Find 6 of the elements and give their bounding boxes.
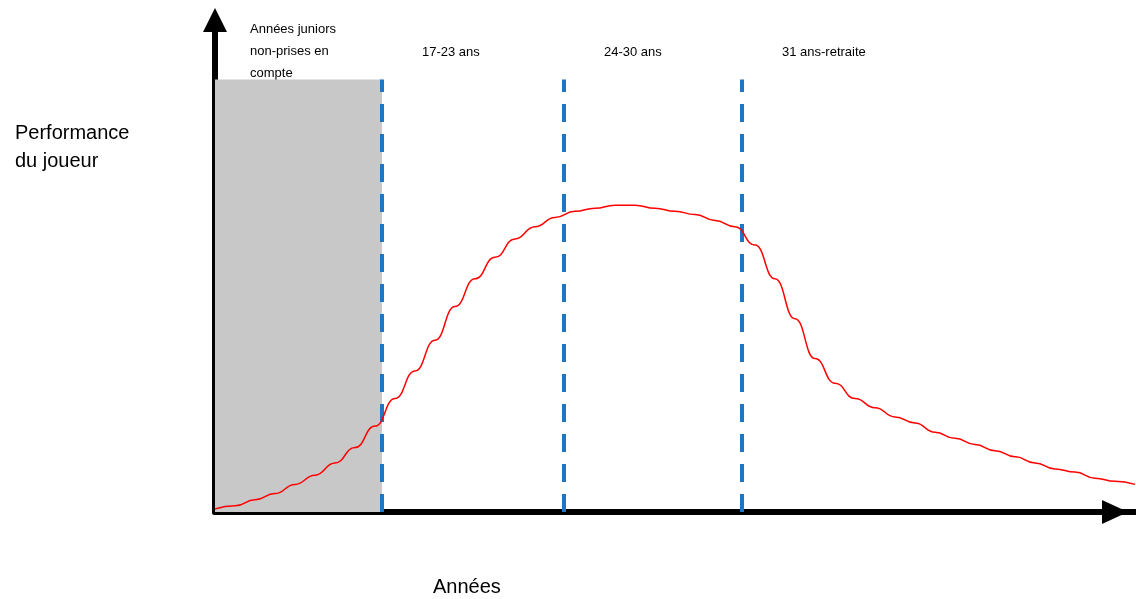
y-axis-title: Performance du joueur [15, 121, 136, 171]
x-axis-title: Années [433, 575, 501, 597]
text: 24-30 ans [604, 43, 663, 59]
text: Années juniors non-prises en compte [250, 20, 340, 80]
text: 17-23 ans [422, 43, 481, 59]
text: 31 ans-retraite [782, 43, 866, 59]
